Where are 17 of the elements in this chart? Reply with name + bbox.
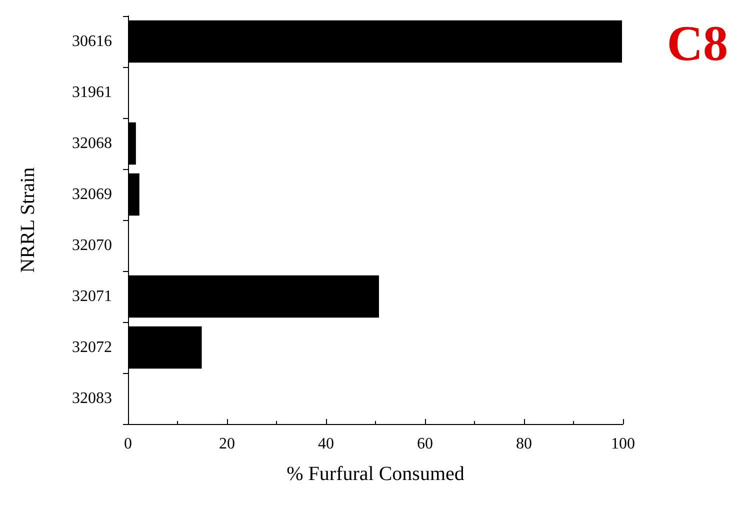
x-tick-label: 20 — [219, 436, 235, 452]
y-tick-label: 32068 — [72, 135, 112, 152]
y-axis-title: NRRL Strain — [17, 167, 39, 273]
y-tick-label: 31961 — [72, 84, 112, 101]
x-tick-label: 100 — [611, 436, 635, 452]
y-tick-label: 32070 — [72, 237, 112, 254]
y-tick-label: 32083 — [72, 390, 112, 407]
x-tick-label: 60 — [417, 436, 433, 452]
x-tick-label: 0 — [124, 436, 132, 452]
text: C8 — [666, 15, 728, 71]
y-tick-label: 32071 — [72, 288, 112, 305]
y-tick-label: 32072 — [72, 339, 112, 356]
y-tick-label: 30616 — [72, 33, 112, 50]
x-tick-label: 80 — [516, 436, 532, 452]
x-tick-label: 40 — [318, 436, 334, 452]
y-tick-label: 32069 — [72, 186, 112, 203]
x-axis-title: % Furfural Consumed — [286, 463, 464, 485]
